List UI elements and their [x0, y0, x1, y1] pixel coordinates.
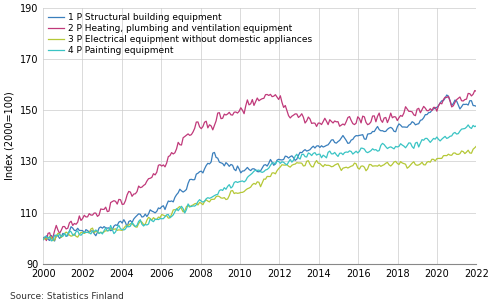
Line: 3 P Electrical equipment without domestic appliances: 3 P Electrical equipment without domesti… [43, 146, 476, 241]
4 P Painting equipment [228, 186, 234, 190]
1 P Structural building equipment [40, 238, 46, 242]
Text: Source: Statistics Finland: Source: Statistics Finland [10, 292, 124, 301]
3 P Electrical equipment without domestic appliances [53, 235, 59, 239]
2 P Heating, plumbing and ventilation equipment [472, 89, 478, 92]
1 P Structural building equipment [183, 188, 189, 191]
2 P Heating, plumbing and ventilation equipment [289, 114, 295, 118]
4 P Painting equipment [48, 239, 54, 243]
Line: 4 P Painting equipment: 4 P Painting equipment [43, 125, 476, 241]
4 P Painting equipment [289, 160, 295, 164]
Y-axis label: Index (2000=100): Index (2000=100) [4, 92, 14, 180]
3 P Electrical equipment without domestic appliances [314, 159, 319, 162]
2 P Heating, plumbing and ventilation equipment [205, 126, 211, 130]
3 P Electrical equipment without domestic appliances [205, 199, 211, 203]
4 P Painting equipment [205, 196, 211, 199]
4 P Painting equipment [465, 123, 471, 127]
4 P Painting equipment [473, 124, 479, 128]
1 P Structural building equipment [444, 93, 450, 97]
3 P Electrical equipment without domestic appliances [40, 237, 46, 241]
3 P Electrical equipment without domestic appliances [289, 164, 295, 167]
2 P Heating, plumbing and ventilation equipment [228, 113, 234, 117]
4 P Painting equipment [183, 208, 189, 212]
4 P Painting equipment [53, 233, 59, 237]
3 P Electrical equipment without domestic appliances [473, 144, 479, 148]
2 P Heating, plumbing and ventilation equipment [314, 125, 319, 128]
3 P Electrical equipment without domestic appliances [228, 189, 234, 193]
2 P Heating, plumbing and ventilation equipment [40, 236, 46, 239]
4 P Painting equipment [314, 153, 319, 157]
2 P Heating, plumbing and ventilation equipment [43, 239, 49, 242]
1 P Structural building equipment [53, 233, 59, 237]
1 P Structural building equipment [52, 239, 58, 243]
1 P Structural building equipment [205, 161, 211, 165]
2 P Heating, plumbing and ventilation equipment [473, 89, 479, 93]
1 P Structural building equipment [289, 154, 295, 158]
3 P Electrical equipment without domestic appliances [50, 239, 56, 243]
1 P Structural building equipment [473, 105, 479, 108]
2 P Heating, plumbing and ventilation equipment [53, 224, 59, 227]
Legend: 1 P Structural building equipment, 2 P Heating, plumbing and ventilation equipme: 1 P Structural building equipment, 2 P H… [46, 11, 315, 57]
1 P Structural building equipment [228, 163, 234, 166]
2 P Heating, plumbing and ventilation equipment [183, 133, 189, 137]
1 P Structural building equipment [314, 144, 319, 148]
4 P Painting equipment [40, 237, 46, 241]
3 P Electrical equipment without domestic appliances [183, 205, 189, 208]
Line: 1 P Structural building equipment: 1 P Structural building equipment [43, 95, 476, 241]
Line: 2 P Heating, plumbing and ventilation equipment: 2 P Heating, plumbing and ventilation eq… [43, 91, 476, 240]
